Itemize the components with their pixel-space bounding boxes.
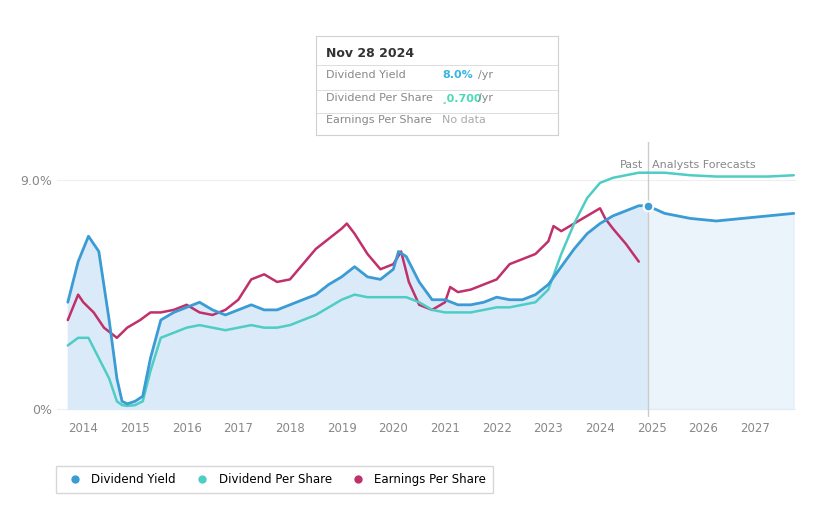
Text: Dividend Per Share: Dividend Per Share — [326, 93, 433, 103]
Text: Analysts Forecasts: Analysts Forecasts — [652, 160, 755, 170]
Legend: Dividend Yield, Dividend Per Share, Earnings Per Share: Dividend Yield, Dividend Per Share, Earn… — [56, 466, 493, 493]
Text: Earnings Per Share: Earnings Per Share — [326, 115, 432, 125]
Text: Nov 28 2024: Nov 28 2024 — [326, 47, 414, 60]
Text: /yr: /yr — [479, 70, 493, 80]
Text: /yr: /yr — [479, 93, 493, 103]
Text: 8.0%: 8.0% — [442, 70, 473, 80]
Text: Past: Past — [620, 160, 644, 170]
Text: ¸0.700: ¸0.700 — [442, 93, 483, 103]
Text: Dividend Yield: Dividend Yield — [326, 70, 406, 80]
Text: No data: No data — [442, 115, 486, 125]
